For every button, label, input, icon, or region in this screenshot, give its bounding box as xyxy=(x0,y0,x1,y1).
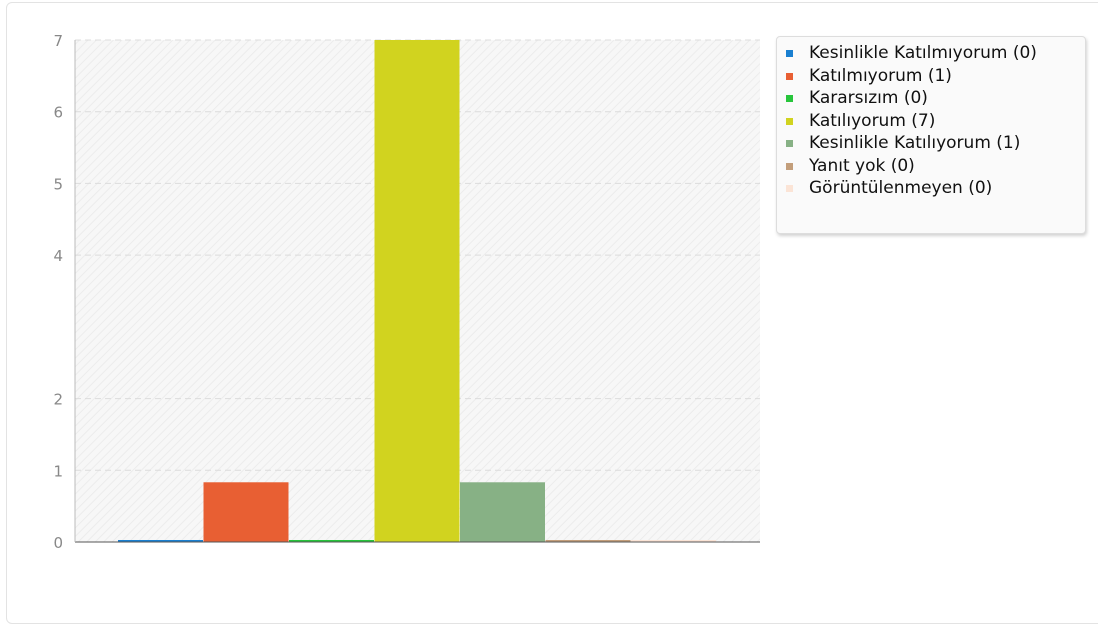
bar-3[interactable] xyxy=(374,40,460,542)
y-tick-label: 6 xyxy=(53,104,63,122)
legend-label: Görüntülenmeyen (0) xyxy=(809,178,993,198)
y-tick-label: 0 xyxy=(53,534,63,552)
bar-4[interactable] xyxy=(460,482,545,542)
y-axis-ticks: 0 1 2 4 5 6 7 xyxy=(53,32,63,552)
legend-swatch xyxy=(786,185,793,192)
legend-item[interactable]: Kararsızım (0) xyxy=(777,87,1085,110)
bar-2[interactable] xyxy=(289,540,374,542)
y-tick-label: 2 xyxy=(53,391,63,409)
legend-item[interactable]: Kesinlikle Katılıyorum (1) xyxy=(777,132,1085,155)
legend-label: Kararsızım (0) xyxy=(809,88,928,108)
chart-legend: Kesinlikle Katılmıyorum (0) Katılmıyorum … xyxy=(776,36,1086,234)
legend-label: Katılıyorum (7) xyxy=(809,110,936,131)
y-tick-label: 5 xyxy=(53,175,63,193)
y-tick-label: 1 xyxy=(53,462,63,480)
legend-swatch xyxy=(786,95,793,102)
bar-0[interactable] xyxy=(118,540,203,542)
legend-swatch xyxy=(786,50,793,57)
bar-1[interactable] xyxy=(203,482,289,542)
bar-5[interactable] xyxy=(545,540,631,542)
legend-swatch xyxy=(786,72,793,80)
legend-swatch xyxy=(786,117,793,125)
bar-6[interactable] xyxy=(631,540,716,542)
legend-label: Kesinlikle Katılmıyorum (0) xyxy=(809,43,1037,63)
legend-item[interactable]: Görüntülenmeyen (0) xyxy=(777,177,1085,200)
bar-chart: 0 1 2 4 5 6 7 xyxy=(53,32,760,552)
legend-item[interactable]: Yanıt yok (0) xyxy=(777,155,1085,178)
legend-item[interactable]: Katılıyorum (7) xyxy=(777,110,1085,133)
legend-label: Yanıt yok (0) xyxy=(809,155,915,176)
y-tick-label: 4 xyxy=(53,247,63,265)
bars xyxy=(118,40,716,542)
legend-item[interactable]: Katılmıyorum (1) xyxy=(777,65,1085,88)
y-tick-label: 7 xyxy=(53,32,63,50)
legend-swatch xyxy=(786,162,793,170)
legend-label: Kesinlikle Katılıyorum (1) xyxy=(809,133,1021,153)
legend-item[interactable]: Kesinlikle Katılmıyorum (0) xyxy=(777,42,1085,65)
legend-swatch xyxy=(786,140,793,147)
legend-label: Katılmıyorum (1) xyxy=(809,65,952,86)
